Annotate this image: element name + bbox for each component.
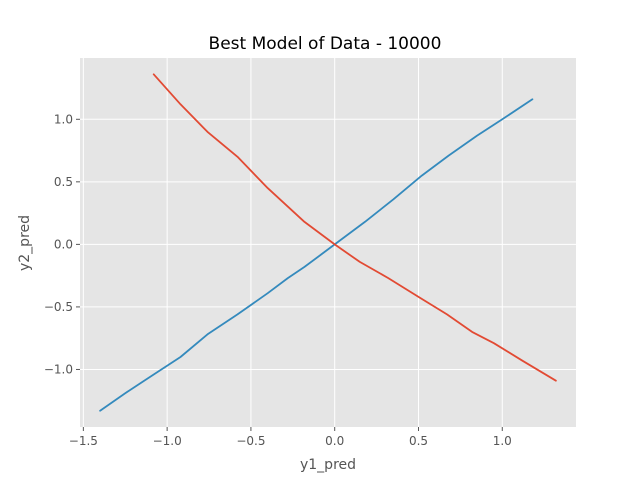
x-tick-label: 1.0 bbox=[493, 434, 512, 448]
x-tick-label: −0.5 bbox=[236, 434, 265, 448]
y-axis-ticks: −1.0 −0.5 0.0 0.5 1.0 bbox=[44, 112, 80, 376]
series-line-1 bbox=[99, 98, 534, 412]
plot-background bbox=[80, 58, 576, 427]
x-axis-ticks: −1.5 −1.0 −0.5 0.0 0.5 1.0 bbox=[69, 427, 512, 448]
y-tick-label: −1.0 bbox=[44, 362, 73, 376]
x-tick-label: 0.0 bbox=[325, 434, 344, 448]
y-tick-label: 0.5 bbox=[54, 175, 73, 189]
y-axis-label: y2_pred bbox=[17, 215, 33, 271]
x-tick-label: −1.5 bbox=[69, 434, 98, 448]
y-tick-label: 0.0 bbox=[54, 237, 73, 251]
y-tick-label: −0.5 bbox=[44, 300, 73, 314]
chart-title: Best Model of Data - 10000 bbox=[209, 34, 442, 54]
x-axis-label: y1_pred bbox=[300, 457, 356, 473]
x-tick-label: −1.0 bbox=[153, 434, 182, 448]
series-group bbox=[99, 73, 557, 412]
y-tick-label: 1.0 bbox=[54, 112, 73, 126]
series-line-2 bbox=[152, 73, 557, 382]
x-tick-label: 0.5 bbox=[409, 434, 428, 448]
